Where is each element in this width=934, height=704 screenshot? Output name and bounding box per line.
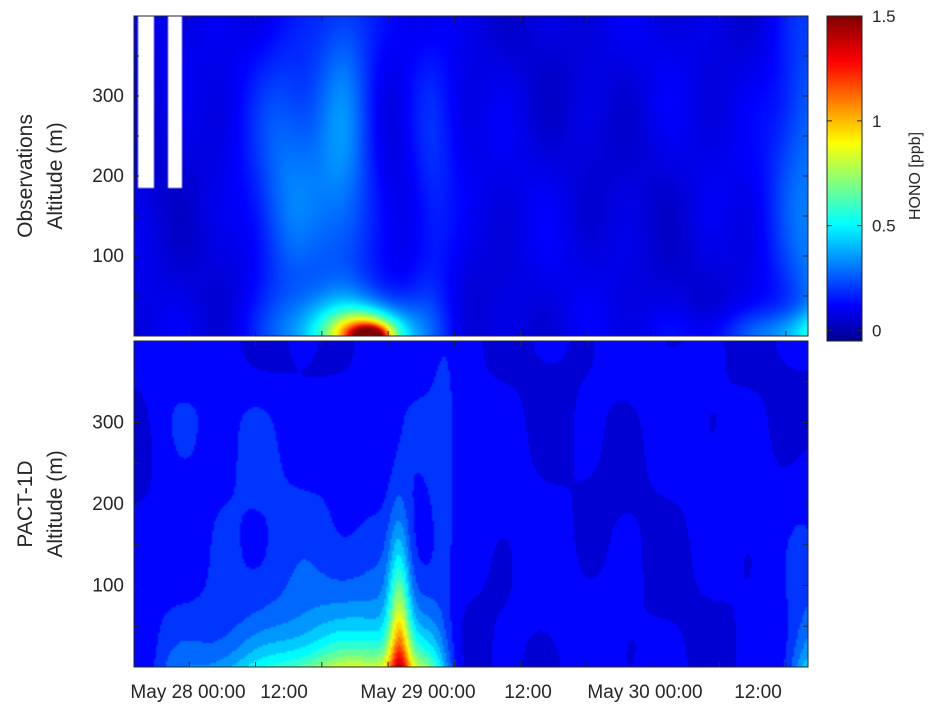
observations-y-tick-label: 100 (92, 246, 124, 267)
colorbar-tick-label: 0 (872, 322, 881, 341)
x-tick-label: 12:00 (734, 682, 782, 703)
pact1d-panel: 100 200 300 PACT-1D Altitude (m) (14, 340, 809, 668)
colorbar: 1.5 1 0.5 0 HONO [ppb] (826, 7, 924, 342)
x-tick-label: May 28 00:00 (130, 682, 245, 703)
pact1d-ylabel-line2: Altitude (m) (44, 450, 67, 557)
pact1d-y-tick-label: 300 (92, 413, 124, 434)
colorbar-tick-label: 0.5 (872, 217, 896, 236)
colorbar-gradient (826, 15, 863, 342)
pact1d-heatmap (134, 341, 808, 667)
observations-panel: 100 200 300 Observations Altitude (m) (14, 15, 809, 337)
observations-y-tick-label: 200 (92, 166, 124, 187)
x-axis-tick-labels: May 28 00:00 12:00 May 29 00:00 12:00 May 30… (130, 682, 781, 703)
colorbar-label: HONO [ppb] (907, 132, 924, 220)
x-tick-label: May 29 00:00 (360, 682, 475, 703)
x-tick-label: 12:00 (260, 682, 308, 703)
colorbar-ticks: 1.5 1 0.5 0 (827, 7, 896, 341)
colorbar-tick-label: 1 (872, 112, 881, 131)
pact1d-ticks: 100 200 300 (92, 341, 808, 667)
observations-ticks: 100 200 300 (92, 16, 808, 336)
observations-heatmap (134, 16, 808, 336)
observations-y-tick-label: 300 (92, 86, 124, 107)
colorbar-tick-label: 1.5 (872, 7, 896, 26)
x-tick-label: May 30 00:00 (587, 682, 702, 703)
pact1d-ylabel-line1: PACT-1D (14, 460, 37, 547)
x-tick-label: 12:00 (504, 682, 552, 703)
observations-ylabel-line1: Observations (14, 114, 37, 238)
observations-ylabel-line2: Altitude (m) (44, 122, 67, 229)
pact1d-y-tick-label: 100 (92, 576, 124, 597)
pact1d-y-tick-label: 200 (92, 494, 124, 515)
